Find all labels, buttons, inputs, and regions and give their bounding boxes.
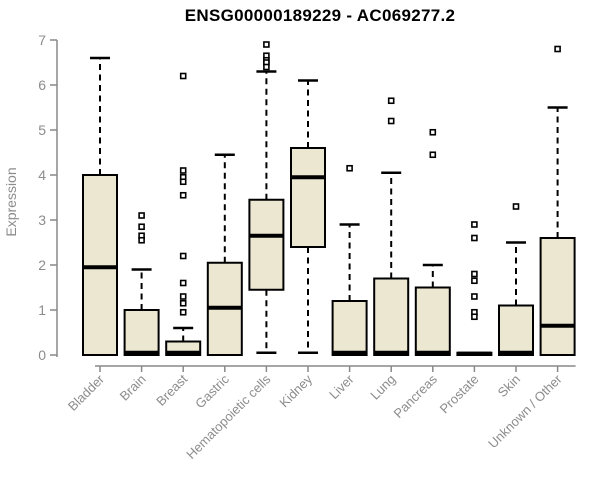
y-tick-label: 2	[38, 257, 46, 273]
outlier-point	[429, 128, 437, 136]
outlier-point	[263, 63, 270, 71]
outlier-point	[429, 151, 437, 159]
box	[373, 277, 410, 356]
y-tick-label: 0	[38, 347, 46, 363]
outlier-point	[263, 41, 270, 48]
outlier-point	[471, 277, 478, 285]
x-tick-label: Skin	[495, 372, 523, 400]
outlier-point	[179, 279, 187, 287]
outlier-point	[179, 252, 187, 260]
x-tick-label: Lung	[367, 372, 398, 403]
outlier-point	[471, 270, 478, 278]
outlier-point	[387, 97, 395, 105]
y-tick-label: 5	[38, 122, 46, 138]
outlier-point	[179, 293, 187, 300]
x-tick-label: Kidney	[276, 371, 315, 410]
x-tick-label: Gastric	[192, 371, 232, 411]
outlier-point	[179, 72, 187, 80]
outlier-point	[554, 45, 561, 53]
outlier-point	[471, 234, 478, 242]
outlier-point	[512, 203, 520, 210]
outlier-point	[179, 191, 187, 199]
x-tick-label: Breast	[153, 371, 190, 408]
chart-title: ENSG00000189229 - AC069277.2	[184, 6, 456, 25]
x-tick-label: Prostate	[437, 372, 482, 417]
box	[248, 198, 285, 291]
box	[539, 237, 576, 356]
x-tick-label: Brain	[117, 372, 149, 404]
box	[498, 304, 534, 356]
outlier-point	[138, 236, 145, 244]
outlier-point	[346, 164, 353, 172]
box	[414, 286, 451, 356]
outlier-point	[179, 178, 187, 186]
outlier-point	[138, 212, 145, 219]
x-tick-label: Unknown / Other	[485, 371, 565, 451]
outlier-point	[471, 293, 478, 300]
box	[331, 300, 368, 356]
y-tick-label: 6	[38, 77, 46, 93]
y-tick-label: 1	[38, 302, 46, 318]
y-tick-label: 4	[38, 167, 46, 183]
x-tick-label: Bladder	[65, 371, 108, 414]
outlier-point	[471, 221, 478, 228]
outlier-point	[179, 299, 187, 307]
outlier-point	[471, 313, 478, 321]
y-tick-label: 7	[38, 32, 46, 48]
outlier-point	[179, 308, 187, 316]
box	[123, 309, 160, 356]
x-tick-label: Liver	[326, 371, 357, 402]
outlier-point	[179, 167, 187, 174]
box	[290, 147, 326, 248]
x-tick-label: Pancreas	[390, 371, 440, 421]
outlier-point	[387, 117, 395, 125]
outlier-point	[138, 223, 145, 231]
y-tick-label: 3	[38, 212, 46, 228]
box	[82, 174, 118, 356]
y-axis-title: Expression	[3, 167, 19, 236]
